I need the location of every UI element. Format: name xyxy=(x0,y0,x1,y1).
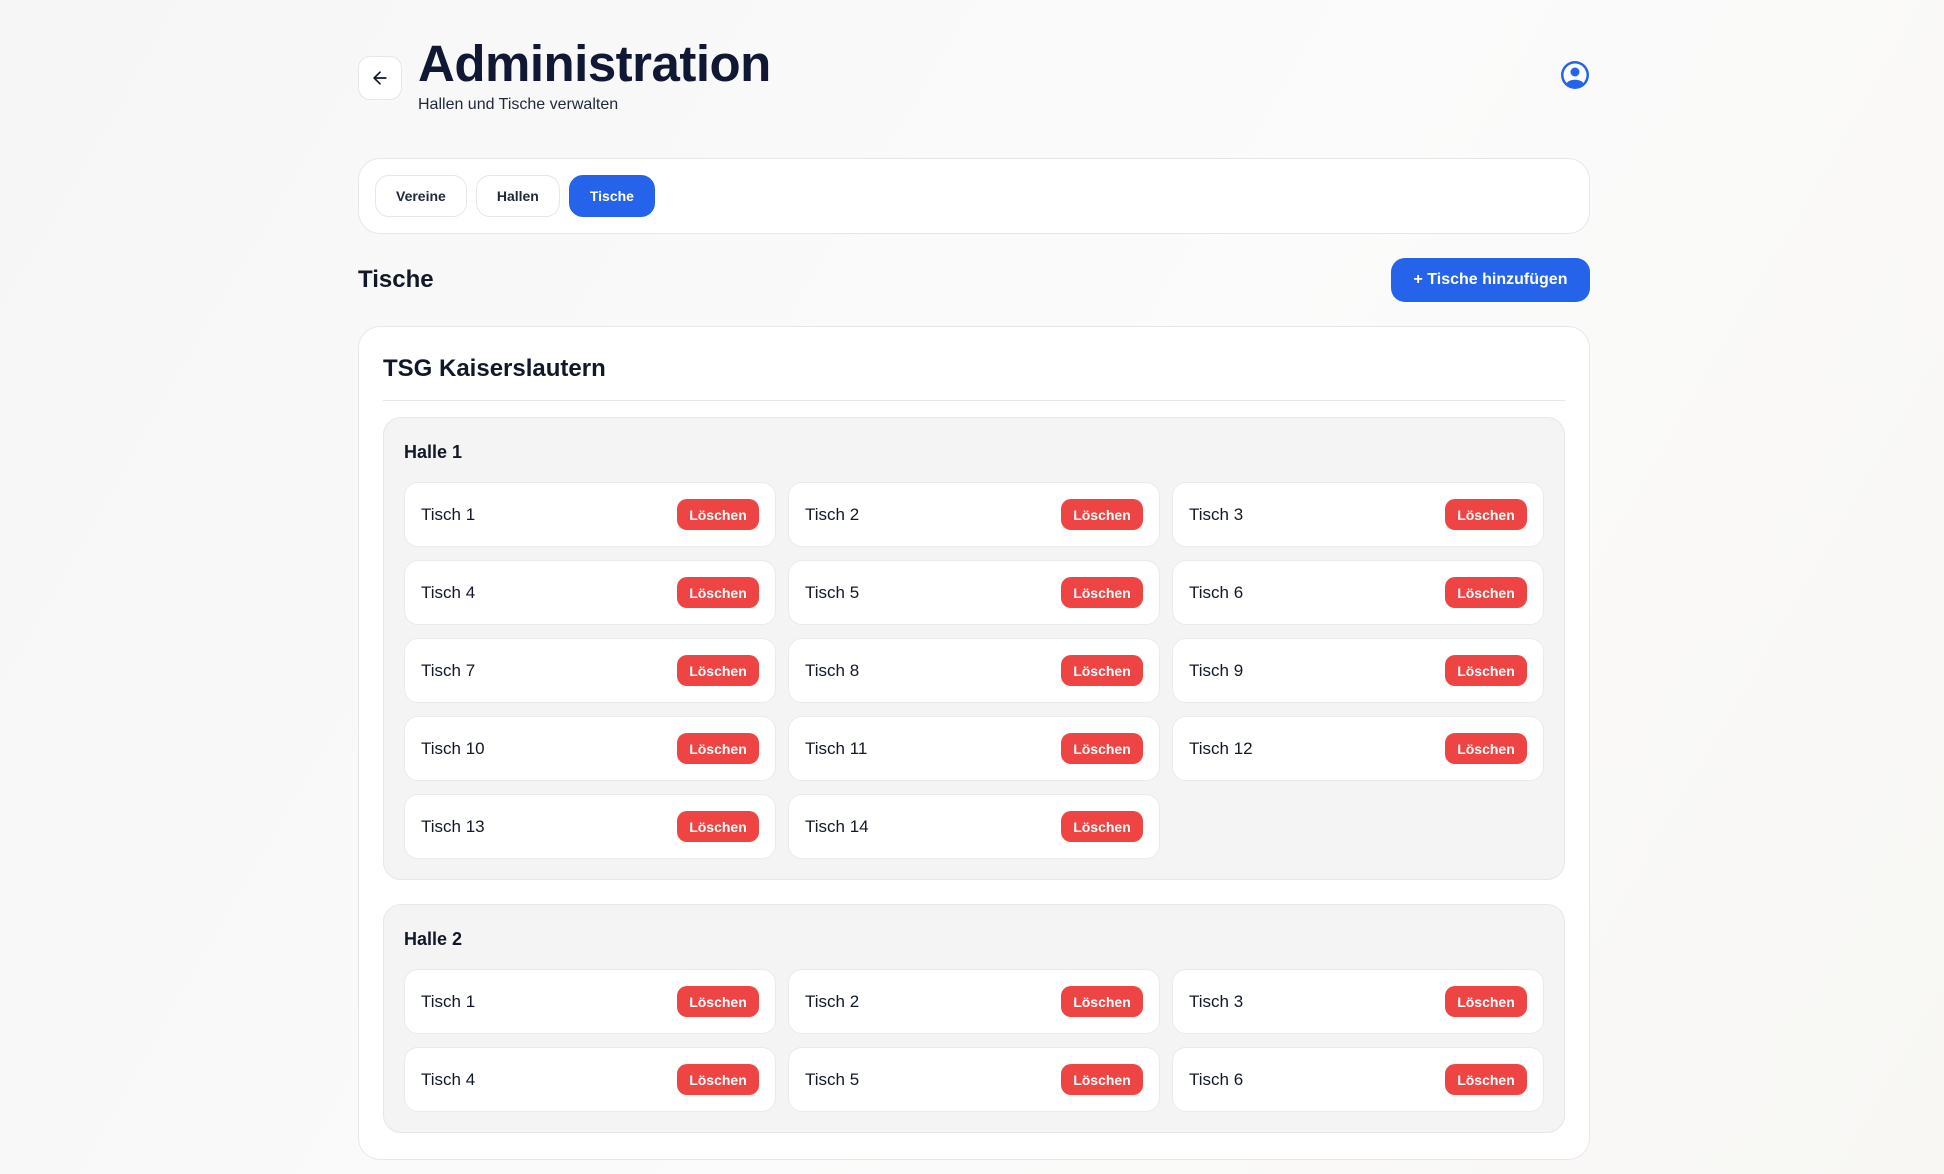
table-item: Tisch 14 Löschen xyxy=(788,794,1160,859)
tables-grid: Tisch 1 Löschen Tisch 2 Löschen Tisch 3 Lösch… xyxy=(404,482,1544,859)
table-item: Tisch 6 Löschen xyxy=(1172,1047,1544,1112)
table-label: Tisch 4 xyxy=(421,582,476,602)
delete-table-button[interactable]: Löschen xyxy=(1061,733,1143,764)
table-label: Tisch 10 xyxy=(421,738,485,758)
table-item: Tisch 13 Löschen xyxy=(404,794,776,859)
delete-table-button[interactable]: Löschen xyxy=(1445,986,1527,1017)
halls-list: Halle 1 Tisch 1 Löschen Tisch 2 Löschen Tisch… xyxy=(383,417,1565,1133)
delete-table-button[interactable]: Löschen xyxy=(1061,811,1143,842)
page-subtitle: Hallen und Tische verwalten xyxy=(418,96,619,113)
table-label: Tisch 14 xyxy=(805,816,869,836)
add-tables-button[interactable]: + Tische hinzufügen xyxy=(1391,258,1590,302)
table-item: Tisch 5 Löschen xyxy=(788,560,1160,625)
delete-table-button[interactable]: Löschen xyxy=(1445,655,1527,686)
table-item: Tisch 3 Löschen xyxy=(1172,482,1544,547)
delete-table-button[interactable]: Löschen xyxy=(677,1064,759,1095)
delete-table-button[interactable]: Löschen xyxy=(1061,1064,1143,1095)
table-label: Tisch 1 xyxy=(421,504,476,524)
table-item: Tisch 9 Löschen xyxy=(1172,638,1544,703)
table-item: Tisch 7 Löschen xyxy=(404,638,776,703)
hall-name: Halle 2 xyxy=(404,929,463,949)
hall-name: Halle 1 xyxy=(404,442,463,462)
table-item: Tisch 1 Löschen xyxy=(404,969,776,1034)
table-item: Tisch 4 Löschen xyxy=(404,560,776,625)
table-label: Tisch 12 xyxy=(1189,738,1253,758)
table-label: Tisch 13 xyxy=(421,816,485,836)
club-name: TSG Kaiserslautern xyxy=(383,327,1565,401)
table-label: Tisch 2 xyxy=(805,991,860,1011)
table-item: Tisch 4 Löschen xyxy=(404,1047,776,1112)
delete-table-button[interactable]: Löschen xyxy=(1445,577,1527,608)
user-avatar-icon[interactable] xyxy=(1560,60,1590,90)
table-item: Tisch 11 Löschen xyxy=(788,716,1160,781)
tab-vereine[interactable]: Vereine xyxy=(375,175,467,217)
delete-table-button[interactable]: Löschen xyxy=(1061,577,1143,608)
table-label: Tisch 9 xyxy=(1189,660,1244,680)
tab-tische[interactable]: Tische xyxy=(568,175,655,217)
tab-hallen[interactable]: Hallen xyxy=(475,175,560,217)
hall-section: Halle 2 Tisch 1 Löschen Tisch 2 Löschen Tisch… xyxy=(383,904,1565,1133)
section-title: Tische xyxy=(358,266,434,293)
tables-grid: Tisch 1 Löschen Tisch 2 Löschen Tisch 3 Lösch… xyxy=(404,969,1544,1112)
page-header: Administration Hallen und Tische verwalt… xyxy=(358,0,1590,150)
table-item: Tisch 1 Löschen xyxy=(404,482,776,547)
delete-table-button[interactable]: Löschen xyxy=(677,733,759,764)
table-item: Tisch 6 Löschen xyxy=(1172,560,1544,625)
table-label: Tisch 5 xyxy=(805,582,860,602)
table-label: Tisch 7 xyxy=(421,660,476,680)
delete-table-button[interactable]: Löschen xyxy=(1061,986,1143,1017)
delete-table-button[interactable]: Löschen xyxy=(1445,1064,1527,1095)
delete-table-button[interactable]: Löschen xyxy=(1061,655,1143,686)
table-label: Tisch 3 xyxy=(1189,991,1244,1011)
delete-table-button[interactable]: Löschen xyxy=(677,655,759,686)
table-label: Tisch 2 xyxy=(805,504,860,524)
arrow-left-icon xyxy=(373,71,387,85)
delete-table-button[interactable]: Löschen xyxy=(677,577,759,608)
hall-section: Halle 1 Tisch 1 Löschen Tisch 2 Löschen Tisch… xyxy=(383,417,1565,880)
delete-table-button[interactable]: Löschen xyxy=(1445,499,1527,530)
club-card: TSG Kaiserslautern Halle 1 Tisch 1 Löschen… xyxy=(358,326,1590,1160)
table-item: Tisch 8 Löschen xyxy=(788,638,1160,703)
table-label: Tisch 1 xyxy=(421,991,476,1011)
table-label: Tisch 5 xyxy=(805,1069,860,1089)
delete-table-button[interactable]: Löschen xyxy=(1445,733,1527,764)
tab-bar: Vereine Hallen Tische xyxy=(358,158,1590,234)
table-label: Tisch 3 xyxy=(1189,504,1244,524)
table-item: Tisch 2 Löschen xyxy=(788,969,1160,1034)
delete-table-button[interactable]: Löschen xyxy=(677,811,759,842)
table-item: Tisch 3 Löschen xyxy=(1172,969,1544,1034)
table-label: Tisch 4 xyxy=(421,1069,476,1089)
delete-table-button[interactable]: Löschen xyxy=(677,499,759,530)
table-label: Tisch 8 xyxy=(805,660,860,680)
table-item: Tisch 2 Löschen xyxy=(788,482,1160,547)
table-item: Tisch 12 Löschen xyxy=(1172,716,1544,781)
table-label: Tisch 6 xyxy=(1189,582,1244,602)
table-item: Tisch 5 Löschen xyxy=(788,1047,1160,1112)
delete-table-button[interactable]: Löschen xyxy=(677,986,759,1017)
back-button[interactable] xyxy=(358,56,402,100)
table-item: Tisch 10 Löschen xyxy=(404,716,776,781)
page-container: Administration Hallen und Tische verwalt… xyxy=(358,0,1590,1160)
table-label: Tisch 11 xyxy=(805,738,868,758)
page-title: Administration xyxy=(418,35,771,92)
delete-table-button[interactable]: Löschen xyxy=(1061,499,1143,530)
table-label: Tisch 6 xyxy=(1189,1069,1244,1089)
